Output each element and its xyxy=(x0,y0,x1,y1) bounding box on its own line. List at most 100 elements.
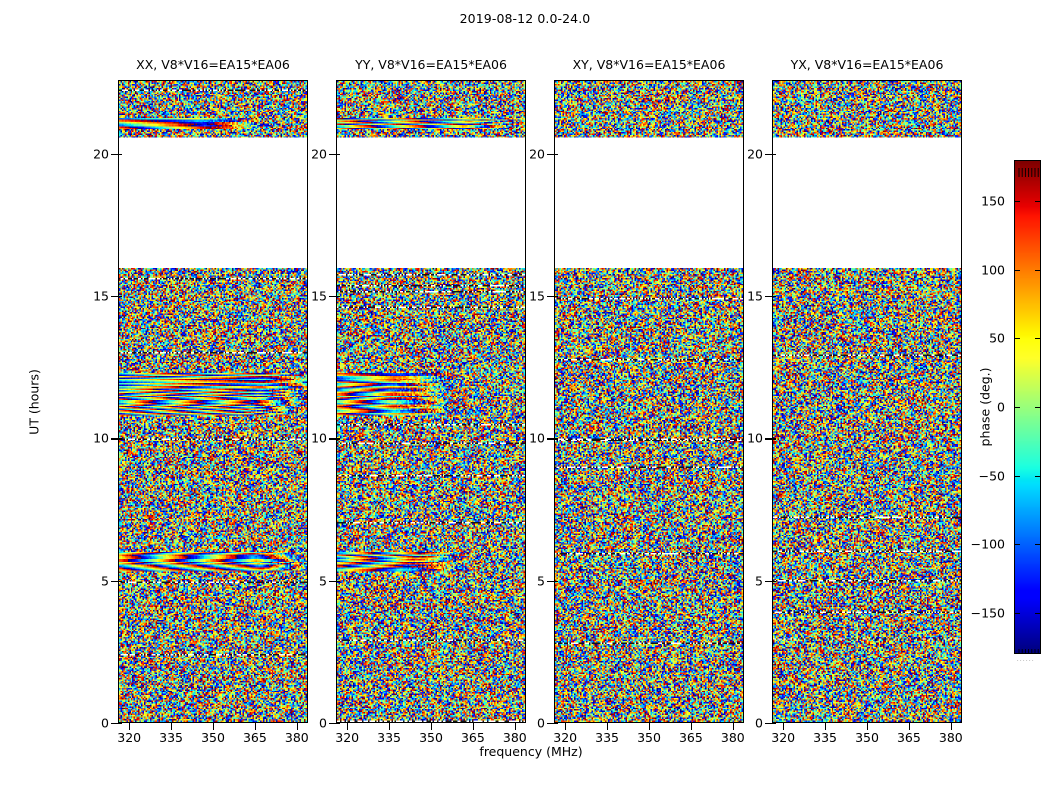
x-tick-label: 320 xyxy=(771,730,796,745)
y-tick-label: 0 xyxy=(319,715,327,731)
y-tick-mark xyxy=(111,296,118,298)
y-tick-mark xyxy=(329,580,336,582)
x-tick-mark xyxy=(565,723,567,730)
x-tick-mark xyxy=(389,723,391,730)
colorbar-tick-mark-right xyxy=(1035,544,1041,546)
panel-yx-title: YX, V8*V16=EA15*EA06 xyxy=(790,57,944,72)
y-tick-mark-inner xyxy=(554,296,558,298)
colorbar-tick-mark xyxy=(1014,475,1020,477)
y-tick-mark xyxy=(329,723,336,725)
y-tick-mark-inner xyxy=(336,296,340,298)
y-tick-mark-inner xyxy=(118,296,122,298)
y-tick-mark xyxy=(547,438,554,440)
x-tick-label: 350 xyxy=(201,730,225,745)
panel-yy-title: YY, V8*V16=EA15*EA06 xyxy=(355,57,507,72)
x-tick-mark xyxy=(213,723,215,730)
x-tick-mark xyxy=(254,723,256,730)
y-tick-mark-inner xyxy=(118,438,122,440)
y-tick-label: 5 xyxy=(755,573,763,589)
y-tick-label: 5 xyxy=(319,573,327,589)
panel-yx-spectrogram xyxy=(773,81,961,722)
x-tick-label: 365 xyxy=(242,730,267,745)
colorbar-tick-mark-right xyxy=(1035,612,1041,614)
y-tick-label: 15 xyxy=(311,288,327,304)
panel-yy-spectrogram xyxy=(337,81,525,722)
x-tick-mark xyxy=(607,723,609,730)
y-tick-label: 20 xyxy=(311,146,327,162)
panel-xy: XY, V8*V16=EA15*EA06 0 5 10 15 20 320 335 350 36… xyxy=(529,57,745,745)
x-tick-mark xyxy=(129,723,131,730)
colorbar-tick-label: 50 xyxy=(989,330,1005,346)
y-axis-label: UT (hours) xyxy=(26,369,42,435)
spectrogram-canvas xyxy=(773,81,961,722)
y-tick-mark-inner xyxy=(118,580,122,582)
colorbar-tick-mark xyxy=(1014,269,1020,271)
y-tick-label: 10 xyxy=(311,430,327,446)
panel-xx-frame xyxy=(118,80,308,723)
y-tick-label: 10 xyxy=(93,430,109,446)
colorbar-tick-mark xyxy=(1014,338,1020,340)
y-tick-mark-inner xyxy=(336,723,340,725)
panel-xx: XX, V8*V16=EA15*EA06 0 5 10 15 20 320 335 350 36… xyxy=(93,57,309,745)
colorbar-tick-mark xyxy=(1014,407,1020,409)
y-tick-label: 0 xyxy=(537,715,545,731)
y-tick-mark-inner xyxy=(336,580,340,582)
y-tick-mark xyxy=(111,153,118,156)
y-tick-mark-inner xyxy=(554,723,558,725)
x-tick-mark xyxy=(472,723,474,730)
y-tick-label: 0 xyxy=(755,715,763,731)
y-tick-label: 15 xyxy=(529,288,545,304)
y-tick-mark xyxy=(547,723,554,725)
y-tick-mark xyxy=(765,723,772,725)
figure-suptitle: 2019-08-12 0.0-24.0 xyxy=(459,11,591,26)
y-tick-mark-inner xyxy=(772,723,776,725)
x-tick-label: 365 xyxy=(460,730,485,745)
y-tick-label: 20 xyxy=(93,146,109,162)
colorbar-tick-label: −150 xyxy=(970,605,1005,621)
colorbar-tick-mark-right xyxy=(1035,475,1041,477)
x-tick-mark xyxy=(783,723,785,730)
y-tick-label: 0 xyxy=(101,715,109,731)
colorbar-tick-mark-right xyxy=(1035,407,1041,409)
y-tick-mark xyxy=(111,438,118,440)
colorbar-tick-mark xyxy=(1014,544,1020,546)
x-tick-label: 380 xyxy=(502,730,527,745)
colorbar-tick-label: −50 xyxy=(978,468,1005,484)
x-tick-label: 350 xyxy=(637,730,661,745)
x-tick-label: 335 xyxy=(813,730,838,745)
x-tick-label: 380 xyxy=(938,730,963,745)
y-tick-label: 20 xyxy=(747,146,763,162)
colorbar-tick-label: −100 xyxy=(970,536,1005,552)
y-tick-mark-inner xyxy=(772,438,776,440)
y-tick-mark xyxy=(111,580,118,582)
y-tick-label: 10 xyxy=(529,430,545,446)
y-tick-mark-inner xyxy=(554,438,558,440)
x-tick-label: 335 xyxy=(377,730,402,745)
y-tick-label: 5 xyxy=(101,573,109,589)
spectrogram-canvas xyxy=(119,81,307,722)
colorbar-tick-mark-right xyxy=(1035,269,1041,271)
panel-yy-frame xyxy=(336,80,526,723)
x-tick-label: 320 xyxy=(335,730,360,745)
colorbar-tick-label: 0 xyxy=(997,399,1005,415)
y-tick-mark xyxy=(765,580,772,582)
y-tick-mark xyxy=(765,296,772,298)
colorbar: ······ −150 −100 −50 0 50 100 150 xyxy=(971,160,1041,664)
x-tick-label: 320 xyxy=(117,730,142,745)
x-tick-mark xyxy=(514,723,516,730)
y-tick-mark-inner xyxy=(336,438,340,440)
y-tick-mark xyxy=(329,296,336,298)
colorbar-tick-mark xyxy=(1014,201,1020,203)
x-tick-mark xyxy=(950,723,952,730)
x-tick-label: 335 xyxy=(159,730,184,745)
y-tick-label: 15 xyxy=(93,288,109,304)
colorbar-tick-label: 150 xyxy=(981,193,1005,209)
y-tick-label: 5 xyxy=(537,573,545,589)
x-axis-label: frequency (MHz) xyxy=(479,744,583,759)
x-tick-mark xyxy=(296,723,298,730)
x-tick-mark xyxy=(908,723,910,730)
panel-xy-frame xyxy=(554,80,744,723)
x-tick-label: 320 xyxy=(553,730,578,745)
x-tick-label: 380 xyxy=(720,730,745,745)
x-tick-label: 365 xyxy=(678,730,703,745)
